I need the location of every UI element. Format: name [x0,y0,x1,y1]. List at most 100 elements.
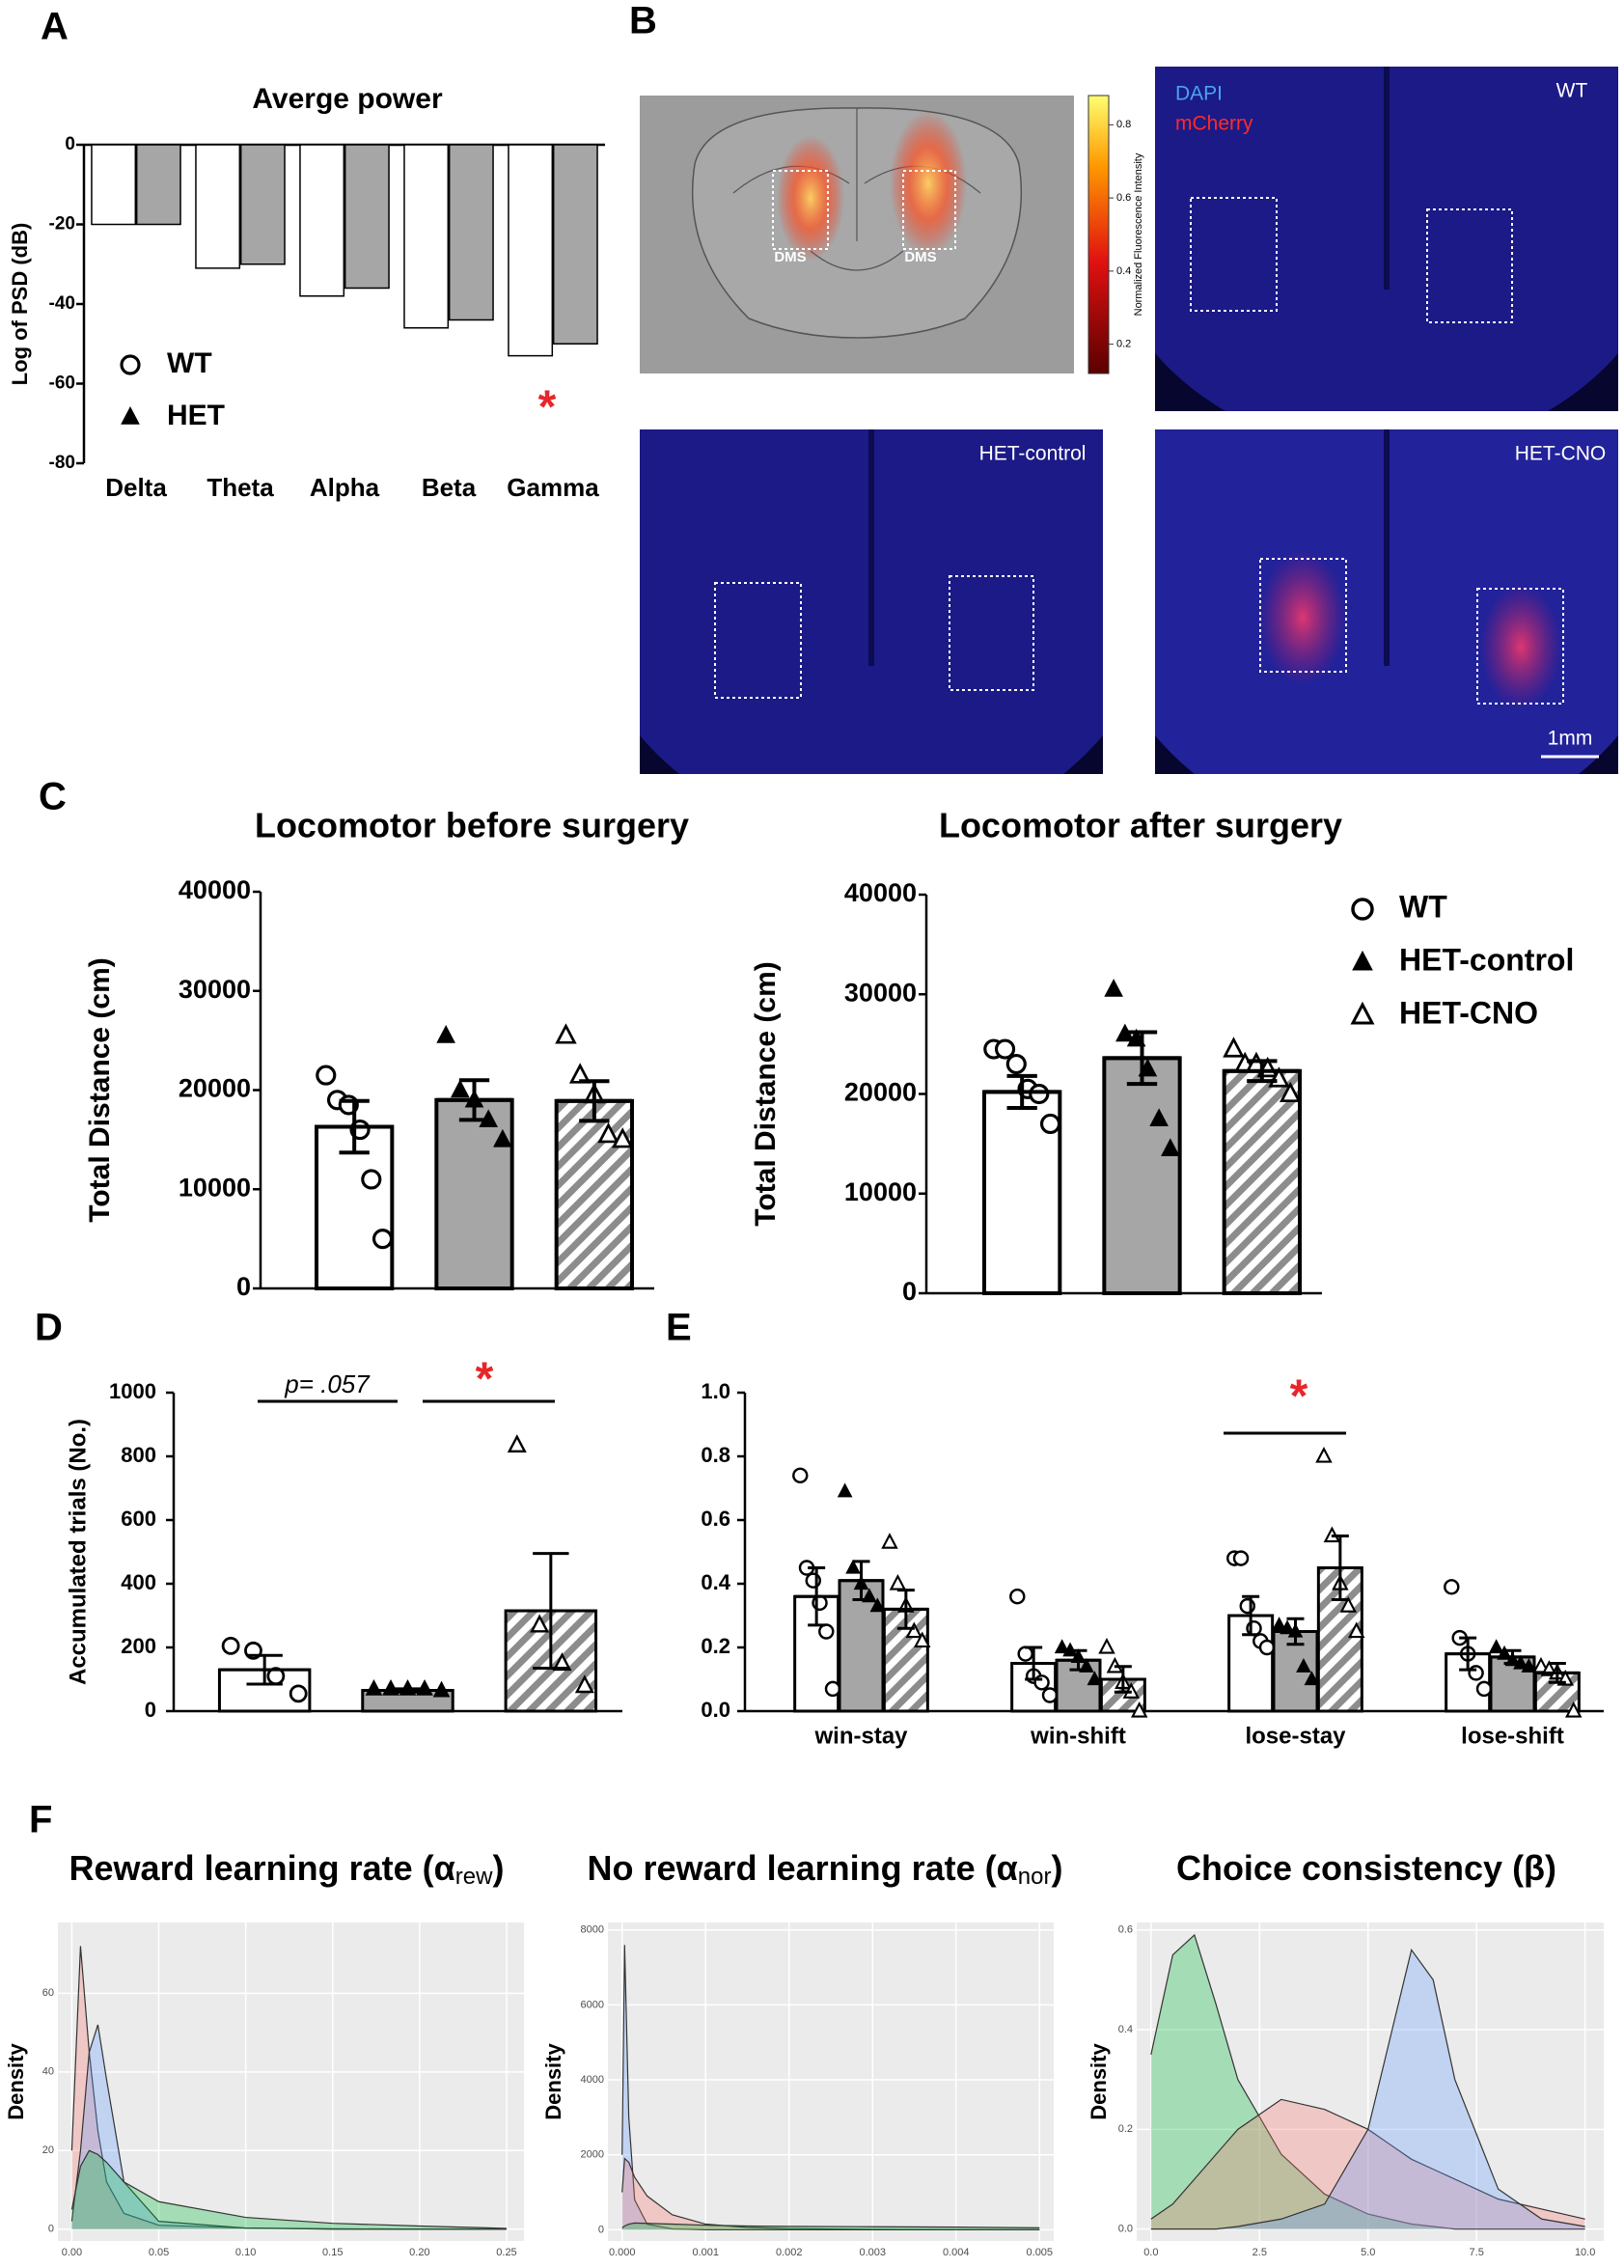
density-line [1150,1948,1585,2230]
y-tick-label: 0.6 [1118,1924,1133,1936]
y-tick-label: 40 [42,2066,54,2078]
x-tick-label: 0.0 [1143,2247,1158,2258]
data-point [1029,1083,1050,1105]
x-tick-label: 5.0 [1361,2247,1375,2258]
panel-label: B [629,0,657,42]
x-tick-label: Theta [206,473,274,502]
data-point [824,1680,841,1698]
data-point [1232,1550,1250,1566]
y-tick-label: 600 [121,1507,156,1531]
y-tick-label: 0 [145,1698,156,1722]
data-point [1104,979,1123,997]
data-point [881,1533,898,1549]
data-point [597,1121,619,1144]
dms-box [902,170,956,250]
x-tick-label: win-stay [813,1723,908,1749]
bar [91,144,137,226]
fluorescence [777,135,844,261]
density-fill [621,2158,1040,2230]
density-fill [71,2150,507,2229]
y-tick-label: -20 [49,214,75,235]
y-tick-label: 40000 [844,878,917,907]
annotation: * [538,382,557,433]
data-point [805,1572,822,1589]
plot-background [608,1922,1054,2241]
annotation: p= .057 [284,1369,371,1398]
y-tick-label: 30000 [844,978,917,1007]
y-tick-label: 0 [65,134,75,154]
data-point [1039,1113,1061,1135]
data-point [905,1621,923,1639]
legend-marker [1351,898,1374,921]
y-tick-label: 0 [598,2224,604,2235]
colorbar-tick-label: 0.6 [1116,192,1131,204]
data-point [792,1467,809,1484]
data-point [1258,1639,1276,1656]
fluorescence [1480,584,1561,709]
x-tick-label: win-shift [1030,1723,1126,1749]
error-bar [1057,1648,1100,1672]
data-point [1315,1447,1333,1463]
data-point [1098,1638,1115,1654]
bar [434,1097,514,1291]
error-bar [884,1589,928,1630]
y-tick-label: 0 [48,2224,54,2235]
x-tick-label: Delta [105,473,167,502]
error-bar [436,1078,512,1122]
bar [1222,1068,1302,1295]
data-point [365,1679,383,1696]
x-tick-label: 0.00 [62,2247,82,2258]
dms-box [772,170,829,250]
data-point [812,1594,828,1612]
bar [403,144,450,329]
data-point [1468,1665,1484,1681]
annotation: * [476,1354,494,1405]
bar [1102,1056,1182,1295]
error-bar [1535,1662,1580,1684]
error-bar [1228,1594,1273,1637]
error-bar [1491,1648,1534,1665]
data-point [1009,1588,1026,1605]
data-point [1149,1108,1169,1127]
y-tick-label: 2000 [581,2149,604,2161]
error-bar [984,1073,1060,1110]
error-bar [794,1566,839,1627]
bar [508,144,554,357]
y-tick-label: 4000 [581,2074,604,2086]
data-point [1304,1671,1320,1686]
data-point [818,1623,835,1640]
data-point [837,1482,853,1498]
error-bar [506,1552,596,1670]
chart-title: Locomotor before surgery [255,806,689,845]
data-point [1521,1658,1537,1673]
bar [448,144,494,321]
y-axis-label: Total Distance (cm) [750,961,782,1227]
dms-box [1426,208,1513,323]
y-tick-label: 20 [42,2144,54,2156]
density-fill [1150,1950,1585,2229]
y-tick-label: 200 [121,1634,156,1658]
data-point [1246,1619,1262,1637]
data-point [436,1025,455,1043]
y-tick-label: 0.0 [1118,2224,1133,2235]
data-point [1347,1621,1365,1639]
data-point [889,1574,907,1590]
chart-title-text: Choice consistency (β) [1176,1848,1556,1888]
data-point [1296,1658,1311,1673]
density-line [1150,1933,1585,2230]
panel-label: E [666,1307,692,1349]
stain-label: DAPI [1175,83,1223,105]
y-tick-label: 8000 [581,1924,604,1936]
legend-label: WT [1399,889,1447,924]
y-axis-label: Density [4,2043,28,2120]
error-bar [1318,1535,1363,1601]
plot-background [1137,1922,1604,2241]
x-tick-label: 0.005 [1027,2247,1054,2258]
data-point [450,1079,470,1098]
image-label: WT [1556,80,1588,102]
y-tick-label: 1000 [109,1379,156,1403]
x-tick-label: lose-shift [1461,1723,1564,1749]
scale-bar-label: 1mm [1548,728,1593,750]
legend-label: HET [167,400,225,431]
y-tick-label: 20000 [844,1078,917,1107]
